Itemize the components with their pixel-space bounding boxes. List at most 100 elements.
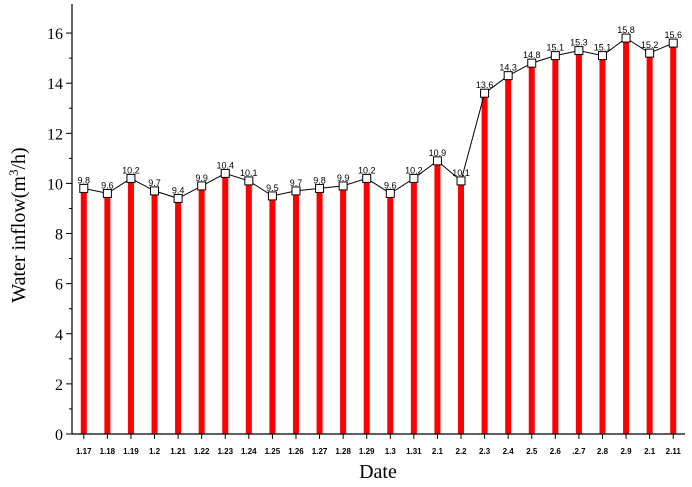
data-label-25: 15.6 [664, 30, 682, 40]
marker-22 [597, 51, 607, 61]
marker-2 [126, 173, 136, 183]
marker-13 [385, 188, 395, 198]
y-axis-title-suffix: /h) [8, 147, 30, 169]
xtick-label-24: 2.1 [644, 447, 656, 456]
bar-4 [175, 198, 182, 434]
bar-5 [198, 185, 205, 434]
x-axis-title: Date [359, 461, 397, 483]
xtick-label-22: 2.8 [597, 447, 609, 456]
data-label-5: 9.9 [195, 173, 208, 183]
marker-0 [79, 183, 89, 193]
xtick-label-18: 2.4 [503, 447, 515, 456]
marker-3 [150, 186, 160, 196]
bar-1 [104, 193, 111, 434]
marker-9 [291, 186, 301, 196]
data-label-11: 9.9 [337, 173, 350, 183]
ytick-label-4: 8 [55, 227, 63, 244]
data-label-23: 15.8 [617, 25, 635, 35]
xtick-label-9: 1.26 [288, 447, 304, 456]
marker-23 [621, 33, 631, 43]
marker-18 [503, 71, 513, 81]
xtick-label-8: 1.25 [265, 447, 281, 456]
bar-14 [410, 178, 417, 434]
data-label-19: 14.8 [523, 50, 541, 60]
bar-25 [670, 43, 677, 435]
marker-12 [362, 173, 372, 183]
trend-line [83, 37, 674, 199]
marker-4 [173, 193, 183, 203]
data-label-6: 10.4 [216, 160, 234, 170]
y-ticks-group: 0 2 4 6 8 10 12 14 16 [47, 26, 72, 444]
marker-25 [668, 38, 678, 48]
bar-3 [151, 190, 158, 434]
data-label-7: 10.1 [240, 168, 258, 178]
bar-16 [458, 180, 465, 434]
bar-13 [387, 193, 394, 434]
data-label-1: 9.6 [101, 180, 114, 190]
data-label-12: 10.2 [358, 165, 376, 175]
bar-19 [528, 63, 535, 434]
data-label-8: 9.5 [266, 183, 279, 193]
bar-20 [552, 55, 559, 435]
xtick-label-0: 1.17 [76, 447, 92, 456]
x-ticks-group: 1.17 1.18 1.19 1.2 1.21 1.22 1.23 1.24 1.25 1.26 1… [76, 434, 681, 456]
ytick-label-5: 10 [47, 176, 63, 193]
bar-8 [269, 195, 276, 434]
bar-21 [575, 50, 582, 434]
bar-0 [80, 188, 87, 434]
ytick-label-1: 2 [55, 377, 63, 394]
data-label-3: 9.7 [148, 178, 161, 188]
xtick-label-5: 1.22 [194, 447, 210, 456]
marker-16 [456, 176, 466, 186]
data-label-21: 15.3 [570, 38, 588, 48]
xtick-label-13: 1.3 [385, 447, 397, 456]
xtick-label-12: 1.29 [359, 447, 375, 456]
data-label-17: 13.6 [476, 80, 494, 90]
bar-6 [222, 173, 229, 434]
xtick-label-20: 2.6 [550, 447, 562, 456]
y-axis-title-prefix: Water inflow(m [8, 176, 30, 303]
ytick-label-2: 4 [55, 327, 63, 344]
xtick-label-19: 2.5 [526, 447, 538, 456]
bar-15 [434, 160, 441, 434]
xtick-label-25: 2.11 [666, 447, 682, 456]
bar-12 [363, 178, 370, 434]
y-axis-title: Water inflow(m3/h) [6, 147, 30, 302]
xtick-label-17: 2.3 [479, 447, 491, 456]
marker-7 [244, 176, 254, 186]
bar-7 [245, 180, 252, 434]
bar-22 [599, 55, 606, 435]
xtick-label-11: 1.28 [335, 447, 351, 456]
xtick-label-23: 2.9 [620, 447, 632, 456]
xtick-label-21: .2.7 [572, 447, 586, 456]
marker-11 [338, 181, 348, 191]
marker-15 [432, 156, 442, 166]
markers-group [79, 33, 678, 203]
bar-24 [646, 53, 653, 434]
xtick-label-2: 1.19 [123, 447, 139, 456]
xtick-label-16: 2.2 [455, 447, 467, 456]
data-label-16: 10.1 [452, 168, 470, 178]
data-label-15: 10.9 [429, 148, 447, 158]
data-label-24: 15.2 [641, 40, 659, 50]
marker-1 [102, 188, 112, 198]
bar-10 [316, 188, 323, 434]
ytick-label-7: 14 [47, 76, 63, 93]
bar-23 [623, 38, 630, 434]
data-label-2: 10.2 [122, 165, 140, 175]
axes-group [71, 4, 685, 435]
data-label-18: 14.3 [499, 63, 517, 73]
data-label-22: 15.1 [594, 43, 612, 53]
marker-24 [645, 48, 655, 58]
data-label-9: 9.7 [290, 178, 303, 188]
ytick-label-3: 6 [55, 277, 63, 294]
xtick-label-1: 1.18 [100, 447, 116, 456]
marker-21 [574, 46, 584, 56]
marker-10 [315, 183, 325, 193]
marker-8 [267, 191, 277, 201]
data-label-13: 9.6 [384, 180, 397, 190]
data-label-4: 9.4 [172, 185, 185, 195]
bar-18 [505, 75, 512, 435]
